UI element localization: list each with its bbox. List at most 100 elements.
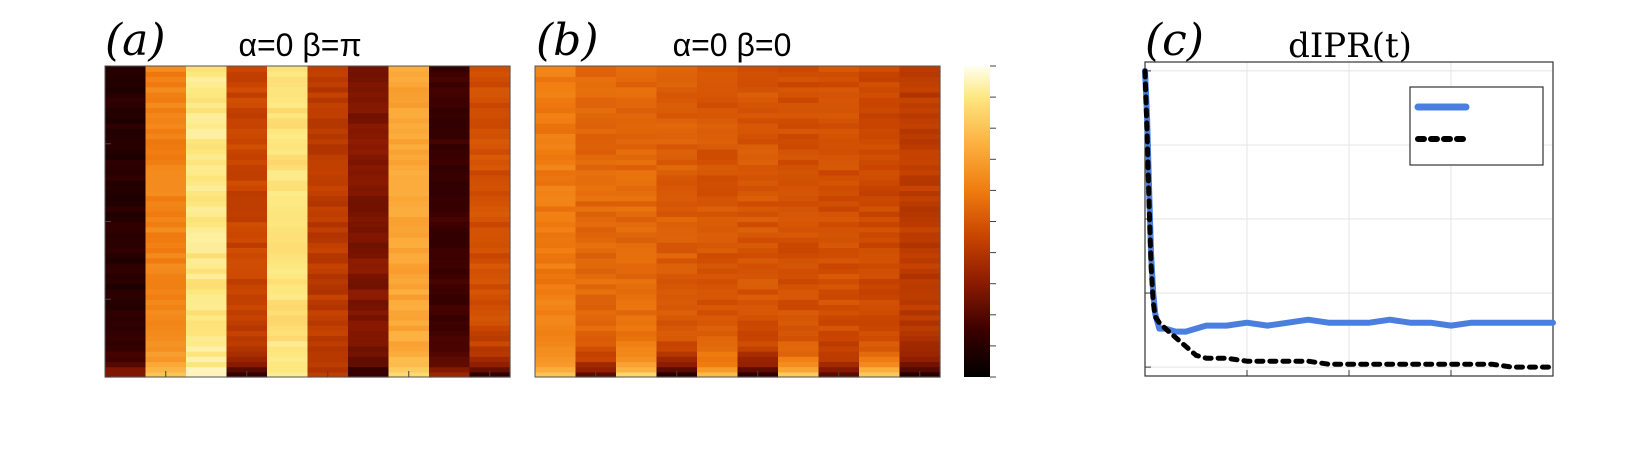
heatmap-cell: [656, 242, 698, 249]
heatmap-cell: [778, 190, 820, 197]
heatmap-cell: [226, 143, 268, 150]
heatmap-cell: [859, 340, 901, 347]
heatmap-cell: [226, 200, 268, 207]
heatmap-cell: [778, 180, 820, 186]
heatmap-cell: [186, 81, 228, 88]
heatmap-cell: [616, 117, 658, 124]
heatmap-cell: [307, 226, 349, 233]
heatmap-cell: [267, 138, 309, 145]
heatmap-cell: [616, 221, 658, 228]
heatmap-cell: [535, 76, 577, 83]
heatmap-cell: [267, 273, 309, 280]
heatmap-cell: [348, 195, 390, 202]
heatmap-cell: [778, 128, 820, 134]
heatmap-cell: [575, 319, 617, 326]
heatmap-cell: [429, 159, 471, 166]
heatmap-cell: [388, 112, 430, 119]
heatmap-cell: [186, 268, 228, 274]
heatmap-cell: [348, 371, 390, 378]
heatmap-cell: [226, 97, 268, 103]
heatmap-cell: [535, 185, 577, 191]
heatmap-cell: [388, 221, 430, 228]
heatmap-cell: [186, 133, 228, 140]
heatmap-cell: [226, 216, 268, 223]
heatmap-cell: [737, 257, 779, 264]
series-line-beta-0: [1142, 68, 1556, 370]
heatmap-cell: [429, 361, 471, 368]
heatmap-cell: [469, 86, 511, 93]
heatmap-cell: [267, 169, 309, 176]
heatmap-cell: [145, 283, 187, 290]
heatmap-cell: [656, 325, 698, 331]
heatmap-cell: [575, 102, 617, 109]
heatmap-cell: [469, 81, 511, 88]
heatmap-cell: [697, 273, 739, 280]
heatmap-cell: [575, 190, 617, 197]
heatmap-cell: [697, 216, 739, 223]
heatmap-cell: [388, 366, 430, 373]
heatmap-cell: [535, 351, 577, 357]
heatmap-cell: [778, 117, 820, 124]
heatmap-cell: [226, 154, 268, 160]
heatmap-cell: [697, 294, 739, 300]
heatmap-cell: [145, 351, 187, 357]
heatmap-cell: [899, 128, 941, 134]
heatmap-cell: [267, 294, 309, 300]
heatmap-cell: [778, 268, 820, 274]
heatmap-cell: [105, 335, 147, 342]
heatmap-cell: [899, 351, 941, 357]
heatmap-cell: [616, 278, 658, 285]
heatmap-cell: [656, 169, 698, 176]
heatmap-cell: [348, 97, 390, 103]
heatmap-cell: [656, 278, 698, 285]
heatmap-cell: [145, 231, 187, 238]
heatmap-cell: [778, 231, 820, 238]
heatmap-cell: [226, 221, 268, 228]
heatmap-cell: [535, 314, 577, 321]
heatmap-cell: [469, 273, 511, 280]
heatmap-cell: [348, 117, 390, 124]
heatmap-cell: [818, 128, 860, 134]
heatmap-cell: [859, 237, 901, 243]
heatmap-cell: [226, 237, 268, 243]
heatmap-cell: [818, 345, 860, 352]
panel-a: (a) α=0 β=π: [104, 15, 511, 378]
heatmap-cell: [145, 211, 187, 217]
heatmap-cell: [899, 252, 941, 259]
heatmap-cell: [778, 325, 820, 331]
heatmap-cell: [818, 304, 860, 311]
heatmap-cell: [818, 205, 860, 212]
heatmap-cell: [899, 314, 941, 321]
heatmap-cell: [535, 361, 577, 368]
heatmap-cell: [145, 107, 187, 114]
heatmap-cell: [348, 190, 390, 197]
heatmap-cell: [697, 81, 739, 88]
heatmap-cell: [899, 221, 941, 228]
heatmap-cell: [737, 180, 779, 186]
heatmap-cell: [737, 330, 779, 337]
heatmap-cell: [388, 107, 430, 114]
heatmap-cell: [105, 71, 147, 77]
heatmap-cell: [429, 278, 471, 285]
heatmap-cell: [469, 97, 511, 103]
heatmap-cell: [429, 356, 471, 363]
heatmap-cell: [535, 216, 577, 223]
heatmap-cell: [469, 351, 511, 357]
heatmap-cell: [859, 221, 901, 228]
heatmap-cell: [656, 128, 698, 134]
heatmap-cell: [616, 335, 658, 342]
heatmap-cell: [656, 216, 698, 223]
heatmap-cell: [656, 164, 698, 171]
heatmap-cell: [535, 180, 577, 186]
heatmap-cell: [656, 138, 698, 145]
heatmap-cell: [697, 195, 739, 202]
heatmap-cell: [469, 335, 511, 342]
heatmap-cell: [859, 216, 901, 223]
heatmap-cell: [145, 319, 187, 326]
heatmap-cell: [535, 356, 577, 363]
heatmap-cell: [818, 221, 860, 228]
heatmap-cell: [186, 148, 228, 155]
heatmap-cell: [656, 309, 698, 316]
heatmap-cell: [778, 283, 820, 290]
heatmap-cell: [105, 340, 147, 347]
